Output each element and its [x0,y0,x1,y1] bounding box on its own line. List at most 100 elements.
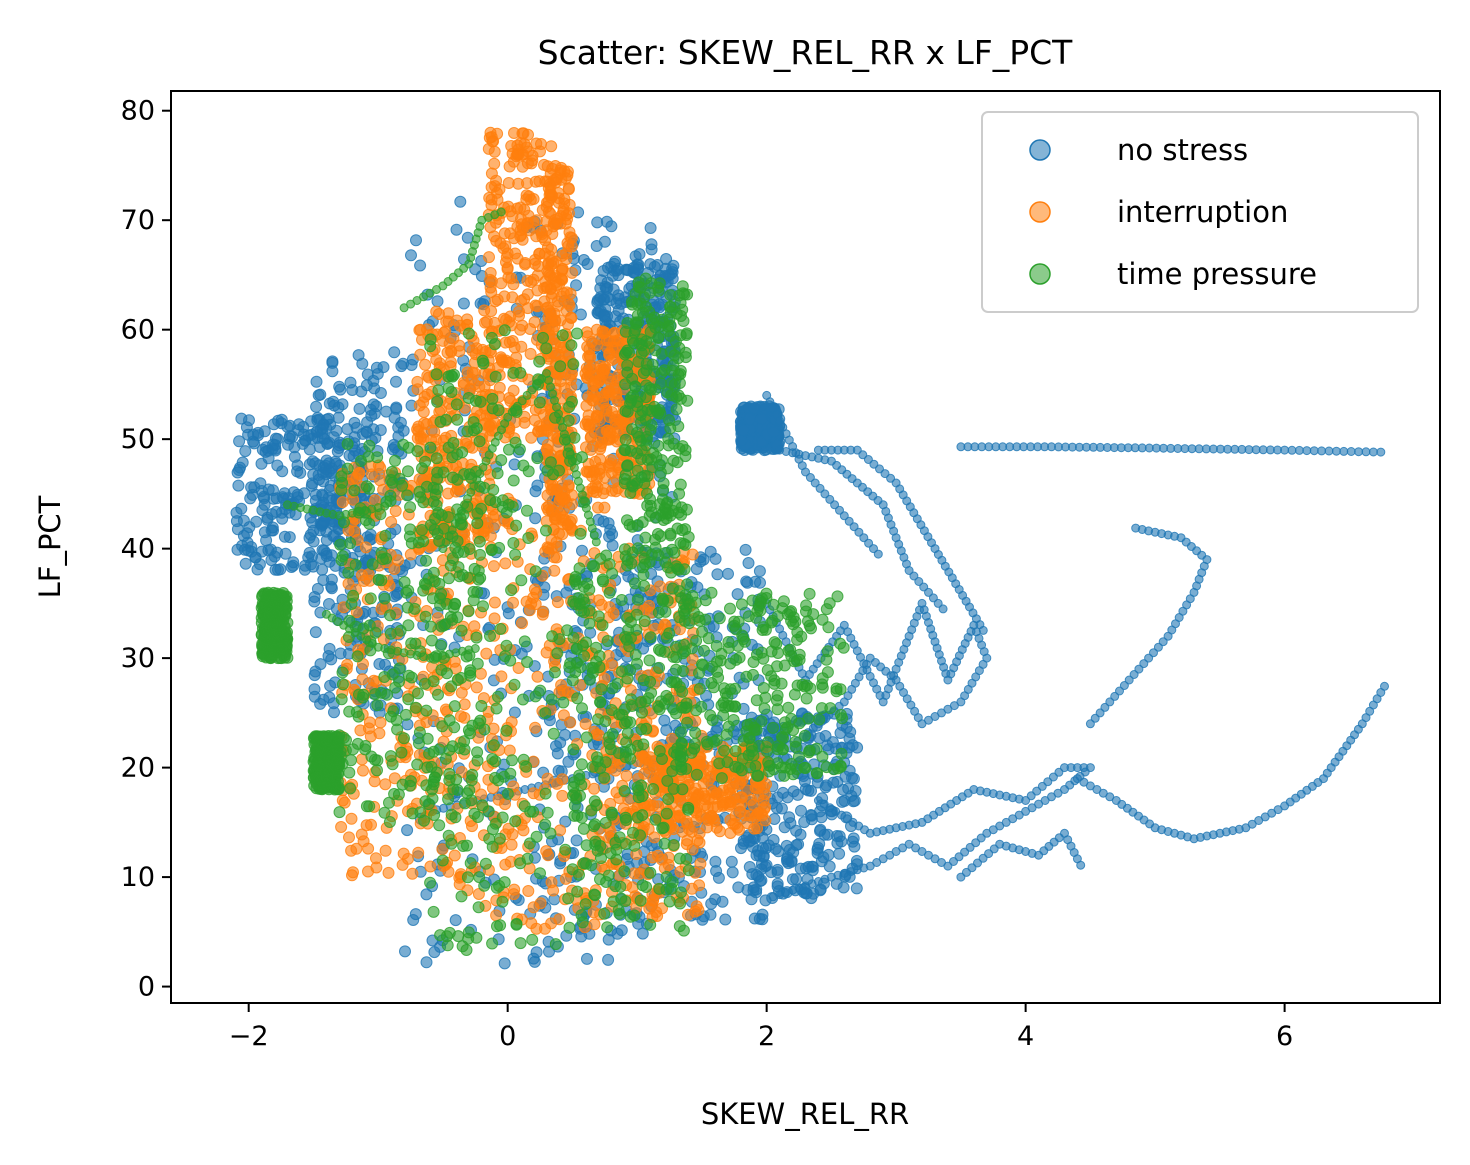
point [534,867,546,880]
point [1287,445,1297,455]
point [256,504,269,517]
point [507,537,520,549]
point [739,543,752,556]
point [386,443,399,456]
point [324,679,337,692]
point [1354,447,1364,457]
point [374,461,387,474]
point [476,354,489,367]
point [394,416,407,429]
point [488,157,501,170]
point [491,293,504,306]
point [480,647,493,660]
point [697,553,710,566]
point [512,177,525,190]
point [541,241,554,254]
point [531,670,544,683]
point [414,259,427,272]
point [726,866,739,879]
point [490,174,503,187]
point [498,324,511,337]
point [563,921,576,934]
point [780,839,793,852]
point [566,395,578,408]
point [374,424,387,437]
point [473,535,486,548]
point [536,608,549,621]
point [529,175,542,188]
point [645,243,658,256]
point [588,389,601,402]
point [472,901,485,914]
point [442,572,455,585]
point [508,678,521,691]
point [505,584,518,597]
point [323,397,336,410]
point [419,358,432,371]
point [492,404,505,417]
point [237,529,250,542]
point [1324,446,1334,456]
point [722,567,734,580]
point [307,560,320,573]
point [592,729,605,742]
point [710,821,723,834]
point [486,840,499,853]
point [347,866,359,879]
point [644,258,657,271]
point [529,485,542,498]
point [790,873,803,886]
point [753,849,766,862]
point [600,424,613,437]
point [307,535,320,548]
point [517,824,530,837]
point [345,812,358,825]
point [360,819,373,832]
point [506,828,519,841]
point [813,732,826,745]
point [230,506,243,519]
point [503,336,516,349]
point [835,835,848,848]
point [399,945,411,958]
point [510,917,523,930]
point [414,432,427,445]
point [514,323,527,336]
point [539,707,552,719]
point [603,530,616,543]
point [432,384,445,397]
point [450,398,463,411]
point [724,814,737,827]
point [358,575,370,587]
point [279,547,292,560]
point [265,554,278,567]
point [594,453,606,466]
point [476,799,489,812]
point [709,893,722,906]
point [551,647,564,660]
point [243,414,255,427]
point [556,264,568,277]
point [488,338,501,351]
point [529,721,542,734]
point [357,764,369,777]
point [336,398,349,411]
point [382,866,395,879]
point [291,465,304,478]
point [453,339,466,352]
point [479,316,491,329]
point [938,604,948,614]
point [341,423,354,436]
point [482,142,495,155]
point [243,521,256,534]
point [510,519,523,532]
point [276,465,289,478]
chart-title: Scatter: SKEW_REL_RR x LF_PCT [538,33,1073,72]
point [507,366,520,379]
point [491,467,504,480]
point [354,724,367,737]
point [539,787,552,800]
point [442,382,455,395]
point [771,880,784,893]
